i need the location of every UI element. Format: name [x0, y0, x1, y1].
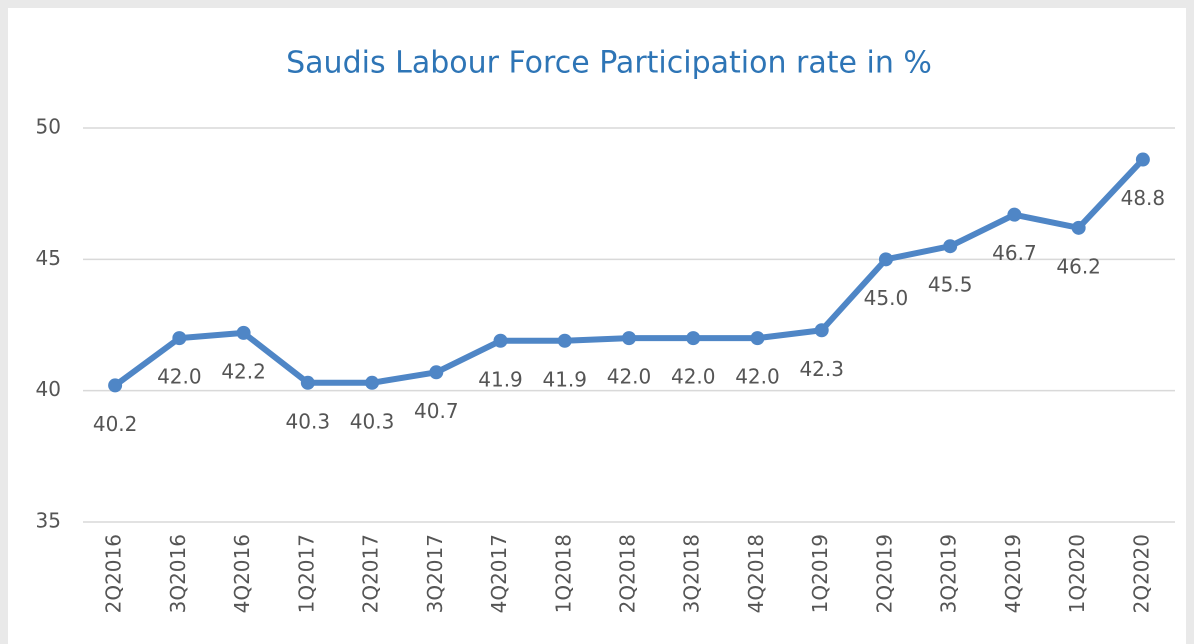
chart-title: Saudis Labour Force Participation rate i… — [286, 46, 932, 81]
data-label: 41.9 — [478, 367, 523, 391]
x-tick-label: 1Q2020 — [1065, 534, 1089, 613]
data-label: 40.3 — [350, 409, 395, 433]
marker — [750, 331, 765, 346]
marker — [429, 365, 444, 380]
x-tick-label: 2Q2017 — [359, 534, 383, 613]
data-label: 42.0 — [157, 365, 202, 389]
marker — [814, 323, 829, 338]
x-tick-label: 1Q2018 — [551, 534, 575, 613]
data-label: 46.7 — [992, 241, 1037, 265]
marker — [1007, 207, 1022, 222]
data-label: 40.3 — [286, 409, 331, 433]
data-label: 40.7 — [414, 399, 459, 423]
y-tick-label: 40 — [36, 377, 61, 401]
marker — [686, 331, 701, 346]
x-tick-label: 2Q2016 — [102, 534, 126, 613]
data-label: 41.9 — [542, 367, 587, 391]
marker — [557, 333, 572, 348]
marker — [108, 378, 123, 393]
x-tick-label: 2Q2020 — [1129, 534, 1153, 613]
marker — [943, 239, 958, 254]
marker — [365, 375, 380, 390]
marker — [1135, 152, 1150, 167]
x-tick-label: 4Q2017 — [487, 534, 511, 613]
data-label: 45.0 — [864, 286, 909, 310]
data-label: 45.5 — [928, 273, 973, 297]
data-label: 42.0 — [671, 365, 716, 389]
marker — [172, 331, 187, 346]
marker — [1071, 220, 1086, 235]
data-label: 48.8 — [1121, 186, 1166, 210]
y-tick-label: 45 — [36, 246, 61, 270]
x-tick-label: 2Q2018 — [616, 534, 640, 613]
data-label: 42.2 — [221, 359, 266, 383]
x-tick-label: 3Q2019 — [937, 534, 961, 613]
marker — [493, 333, 508, 348]
chart-area — [8, 8, 1186, 644]
x-tick-label: 3Q2018 — [680, 534, 704, 613]
x-tick-label: 2Q2019 — [872, 534, 896, 613]
data-label: 40.2 — [93, 412, 138, 436]
data-label: 42.0 — [607, 365, 652, 389]
x-tick-label: 4Q2019 — [1001, 534, 1025, 613]
marker — [878, 252, 893, 267]
marker — [622, 331, 636, 346]
y-tick-label: 35 — [36, 509, 61, 533]
marker — [300, 375, 315, 390]
x-tick-label: 1Q2017 — [294, 534, 318, 613]
x-tick-label: 3Q2016 — [166, 534, 190, 613]
data-label: 42.3 — [799, 357, 844, 381]
data-label: 42.0 — [735, 365, 780, 389]
y-tick-label: 50 — [36, 115, 61, 139]
marker — [236, 325, 251, 340]
x-tick-label: 4Q2016 — [230, 534, 254, 613]
x-tick-label: 1Q2019 — [808, 534, 832, 613]
data-label: 46.2 — [1056, 254, 1101, 278]
x-tick-label: 3Q2017 — [423, 534, 447, 613]
x-tick-label: 4Q2018 — [744, 534, 768, 613]
